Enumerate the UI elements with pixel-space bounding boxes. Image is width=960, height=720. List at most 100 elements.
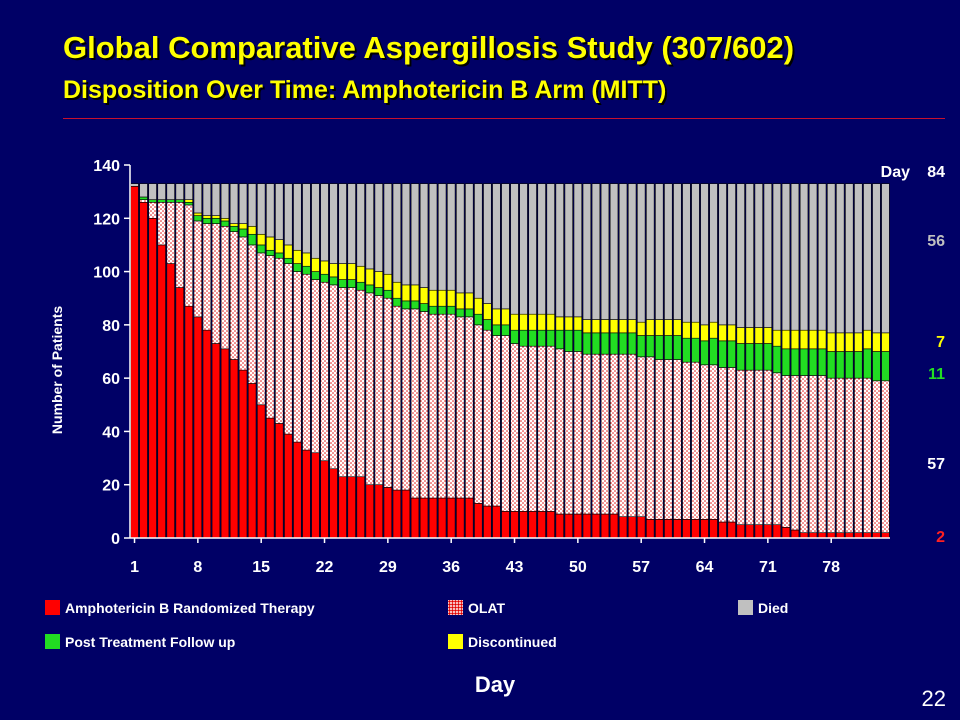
- bar-segment-therapy-day-48: [555, 513, 564, 539]
- bar-segment-olat-day-15: [256, 252, 266, 406]
- bar-segment-follow-up-day-46: [537, 329, 546, 347]
- bar-segment-olat-day-73: [781, 375, 791, 528]
- bar-segment-olat-day-30: [392, 305, 402, 491]
- x-tick-label-22: 22: [316, 559, 334, 576]
- bar-segment-olat-day-68: [736, 369, 745, 525]
- bar-segment-died-day-73: [781, 183, 791, 331]
- bar-segment-follow-up-day-12: [229, 225, 239, 232]
- bar-segment-olat-day-74: [790, 375, 800, 531]
- bar-segment-died-day-39: [474, 183, 483, 299]
- bar-segment-follow-up-day-69: [745, 343, 754, 371]
- bar-segment-died-day-31: [401, 183, 411, 286]
- bar-segment-follow-up-day-84: [881, 351, 890, 382]
- bar-segment-therapy-day-47: [546, 511, 555, 539]
- bar-segment-therapy-day-26: [356, 476, 365, 539]
- bar-segment-died-day-40: [483, 183, 492, 304]
- bar-segment-follow-up-day-82: [863, 348, 872, 379]
- bar-segment-therapy-day-45: [528, 511, 537, 539]
- bar-segment-follow-up-day-45: [528, 329, 537, 347]
- bar-segment-died-day-1: [130, 183, 139, 187]
- bar-segment-discontinued-day-70: [754, 327, 763, 344]
- bar-segment-therapy-day-19: [293, 441, 302, 539]
- bar-segment-died-day-80: [845, 183, 854, 334]
- bar-segment-therapy-day-37: [456, 497, 465, 539]
- bar-segment-therapy-day-44: [519, 511, 528, 539]
- legend-item-discontinued: Discontinued: [448, 634, 557, 650]
- bar-segment-died-day-3: [148, 183, 157, 200]
- bar-segment-follow-up-day-76: [808, 348, 818, 376]
- bar-segment-follow-up-day-50: [573, 329, 583, 352]
- bar-segment-died-day-52: [591, 183, 601, 320]
- bar-segment-olat-day-66: [718, 367, 727, 523]
- bar-segment-discontinued-day-7: [184, 199, 193, 203]
- bar-segment-follow-up-day-32: [410, 300, 420, 310]
- bar-segment-therapy-day-30: [392, 489, 402, 539]
- bar-segment-discontinued-day-76: [808, 329, 818, 350]
- bar-segment-therapy-day-70: [754, 524, 763, 539]
- bar-segment-discontinued-day-37: [456, 292, 465, 310]
- bar-segment-olat-day-40: [483, 329, 492, 507]
- bar-segment-follow-up-day-80: [845, 351, 854, 379]
- bar-segment-died-day-30: [392, 183, 402, 283]
- bar-segment-discontinued-day-45: [528, 313, 537, 331]
- x-tick-label-29: 29: [379, 559, 397, 576]
- bar-segment-died-day-38: [465, 183, 474, 294]
- bar-segment-olat-day-80: [845, 377, 854, 533]
- bar-segment-follow-up-day-75: [799, 348, 809, 376]
- bar-segment-follow-up-day-64: [700, 340, 709, 366]
- bar-segment-olat-day-12: [229, 231, 239, 360]
- bar-segment-follow-up-day-83: [872, 351, 881, 382]
- bar-segment-discontinued-day-69: [745, 327, 754, 344]
- bar-segment-follow-up-day-53: [600, 332, 610, 355]
- bar-segment-died-day-60: [664, 183, 673, 320]
- bar-segment-olat-day-53: [600, 353, 610, 515]
- bar-segment-died-day-64: [700, 183, 709, 326]
- bar-segment-died-day-74: [790, 183, 800, 331]
- bar-segment-olat-day-19: [293, 271, 302, 443]
- bar-segment-discontinued-day-68: [736, 327, 745, 344]
- end-label-discontinued: 7: [936, 334, 945, 351]
- bar-segment-discontinued-day-83: [872, 332, 881, 352]
- bar-segment-died-day-78: [826, 183, 836, 334]
- y-tick-label-20: 20: [102, 478, 120, 495]
- bar-segment-died-day-14: [247, 183, 257, 227]
- bar-segment-discontinued-day-9: [202, 215, 212, 219]
- y-tick-label-140: 140: [93, 158, 120, 175]
- bar-segment-died-day-81: [854, 183, 863, 334]
- x-tick-label-15: 15: [252, 559, 270, 576]
- bar-segment-follow-up-day-26: [356, 281, 365, 291]
- end-header-label: Day: [881, 164, 910, 181]
- bar-segment-died-day-2: [139, 183, 148, 198]
- bar-segment-died-day-18: [284, 183, 293, 246]
- bar-segment-olat-day-54: [609, 353, 619, 515]
- bar-segment-olat-day-51: [582, 353, 592, 515]
- bar-segment-died-day-57: [636, 183, 646, 323]
- bar-segment-follow-up-day-63: [691, 337, 700, 363]
- bar-segment-discontinued-day-78: [826, 332, 836, 352]
- bar-segment-therapy-day-74: [790, 529, 800, 539]
- bar-segment-olat-day-11: [220, 225, 230, 350]
- end-label-olat: 57: [927, 456, 945, 473]
- bar-segment-discontinued-day-26: [356, 265, 365, 283]
- bar-segment-died-day-23: [329, 183, 338, 264]
- legend-swatch-follow-up: [45, 634, 60, 649]
- bar-segment-therapy-day-46: [537, 511, 546, 539]
- bar-segment-therapy-day-4: [157, 244, 166, 539]
- bar-segment-olat-day-37: [456, 316, 465, 499]
- bar-segment-discontinued-day-81: [854, 332, 863, 352]
- legend-label-olat: OLAT: [468, 600, 506, 616]
- bar-segment-therapy-day-22: [320, 460, 329, 539]
- bar-segment-olat-day-21: [311, 279, 320, 454]
- bar-segment-follow-up-day-5: [166, 199, 175, 203]
- bar-segment-discontinued-day-49: [564, 316, 573, 331]
- bar-segment-olat-day-6: [175, 202, 184, 288]
- bar-segment-died-day-68: [736, 183, 745, 328]
- bar-segment-died-day-72: [772, 183, 782, 331]
- bar-segment-olat-day-58: [646, 356, 655, 520]
- bar-segment-therapy-day-14: [247, 383, 257, 539]
- y-tick-label-100: 100: [93, 265, 120, 282]
- bar-segment-discontinued-day-42: [501, 308, 510, 326]
- x-tick-label-71: 71: [759, 559, 777, 576]
- bar-segment-olat-day-8: [193, 220, 203, 318]
